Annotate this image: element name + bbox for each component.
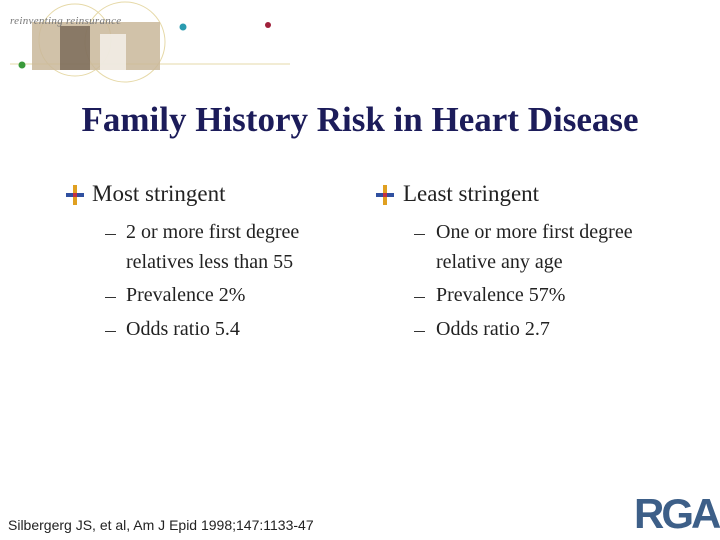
header-photo-figure <box>60 26 90 70</box>
dash <box>414 234 425 235</box>
list-item: Prevalence 57% <box>436 284 566 306</box>
dash <box>105 331 116 332</box>
tagline: reinventing reinsurance <box>10 15 122 27</box>
header-decoration <box>10 1 290 83</box>
citation: Silbergerg JS, et al, Am J Epid 1998;147… <box>8 517 314 533</box>
bullet-icon <box>376 185 394 205</box>
list-item: Odds ratio 5.4 <box>126 318 240 340</box>
column-heading: Least stringent <box>403 181 540 206</box>
list-item: Odds ratio 2.7 <box>436 318 550 340</box>
header-photo <box>32 22 160 70</box>
list-item: Prevalence 2% <box>126 284 246 306</box>
header-photo-figure <box>100 34 126 70</box>
logo: RGA <box>634 490 720 537</box>
header-dot <box>265 22 271 28</box>
bullet-icon <box>66 185 84 205</box>
dash <box>105 234 116 235</box>
slide-title: Family History Risk in Heart Disease <box>81 100 639 139</box>
header-dot <box>179 23 187 31</box>
dash <box>414 297 425 298</box>
list-item: 2 or more first degree relatives less th… <box>126 221 300 273</box>
dash <box>414 331 425 332</box>
column-heading: Most stringent <box>92 181 226 206</box>
dash <box>105 297 116 298</box>
header-dot <box>18 61 26 69</box>
list-item: One or more first degree relative any ag… <box>436 221 633 273</box>
